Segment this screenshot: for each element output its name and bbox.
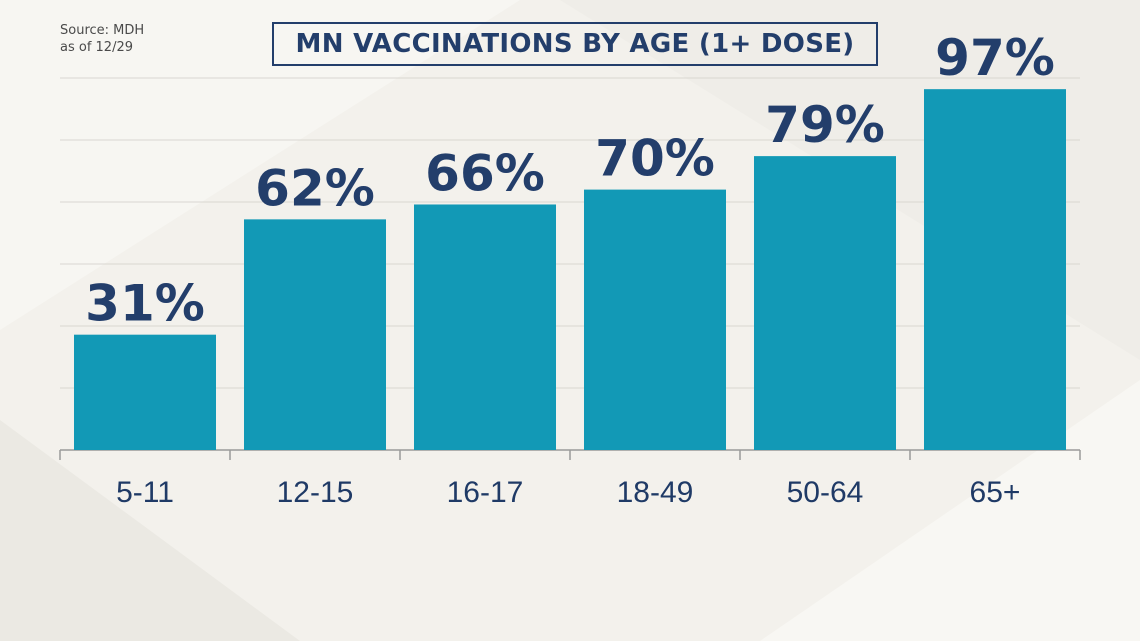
gridlines [60,77,1080,389]
value-label: 62% [255,159,375,217]
category-labels: 5-11 12-15 16-17 18-49 50-64 65+ [116,476,1020,509]
bar-16-17 [414,204,556,450]
value-label: 97% [935,29,1055,87]
bars [74,89,1066,450]
value-label: 66% [425,144,545,202]
bar-18-49 [584,189,726,450]
chart-title-box: MN VACCINATIONS BY AGE (1+ DOSE) [272,22,878,66]
value-labels: 31% 62% 66% 70% 79% 97% [85,29,1055,333]
chart-title: MN VACCINATIONS BY AGE (1+ DOSE) [295,29,855,59]
bar-65+ [924,89,1066,450]
bar-50-64 [754,156,896,450]
category-label: 5-11 [116,476,174,509]
source-line: Source: MDH [60,23,145,38]
value-label: 79% [765,96,885,154]
value-label: 31% [85,275,205,333]
bar-5-11 [74,334,216,450]
category-label: 18-49 [617,476,694,509]
x-axis [59,449,1081,460]
category-label: 16-17 [447,476,524,509]
date-line: as of 12/29 [60,40,133,55]
category-label: 65+ [970,476,1021,509]
category-label: 50-64 [787,476,864,509]
category-label: 12-15 [277,476,354,509]
bar-12-15 [244,219,386,450]
source-note: Source: MDH as of 12/29 [60,22,144,56]
value-label: 70% [595,130,715,188]
